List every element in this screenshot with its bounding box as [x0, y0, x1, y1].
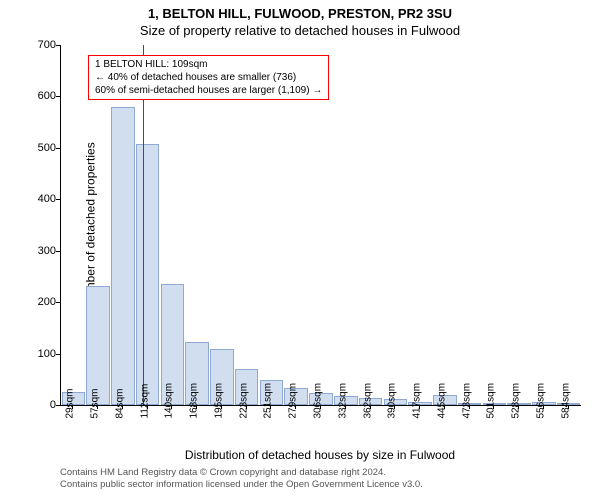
x-tick-mark [221, 405, 222, 409]
y-tick-label: 600 [38, 90, 56, 102]
y-tick-label: 400 [38, 193, 56, 205]
y-tick-mark [56, 251, 60, 252]
histogram-bar [111, 107, 135, 405]
chart-title-line1: 1, BELTON HILL, FULWOOD, PRESTON, PR2 3S… [0, 6, 600, 21]
x-tick-mark [493, 405, 494, 409]
y-tick-mark [56, 148, 60, 149]
x-tick-mark [419, 405, 420, 409]
x-tick-mark [568, 405, 569, 409]
x-tick-mark [196, 405, 197, 409]
x-tick-mark [469, 405, 470, 409]
x-tick-mark [147, 405, 148, 409]
y-tick-label: 100 [38, 348, 56, 360]
x-tick-mark [370, 405, 371, 409]
x-tick-mark [320, 405, 321, 409]
chart-container: 1, BELTON HILL, FULWOOD, PRESTON, PR2 3S… [0, 0, 600, 500]
x-tick-mark [543, 405, 544, 409]
x-tick-mark [171, 405, 172, 409]
y-tick-label: 500 [38, 142, 56, 154]
x-tick-mark [97, 405, 98, 409]
y-tick-mark [56, 405, 60, 406]
y-tick-label: 200 [38, 296, 56, 308]
x-tick-mark [345, 405, 346, 409]
y-tick-mark [56, 302, 60, 303]
chart-title-line2: Size of property relative to detached ho… [0, 23, 600, 38]
annotation-line: 60% of semi-detached houses are larger (… [95, 84, 322, 97]
x-tick-mark [518, 405, 519, 409]
annotation-line: ← 40% of detached houses are smaller (73… [95, 71, 322, 84]
y-tick-label: 300 [38, 245, 56, 257]
x-tick-mark [270, 405, 271, 409]
footer-attribution: Contains HM Land Registry data © Crown c… [60, 467, 580, 491]
y-tick-mark [56, 354, 60, 355]
y-tick-mark [56, 45, 60, 46]
x-tick-mark [295, 405, 296, 409]
y-tick-mark [56, 199, 60, 200]
x-tick-mark [444, 405, 445, 409]
y-tick-label: 700 [38, 39, 56, 51]
footer-line2: Contains public sector information licen… [60, 479, 580, 491]
y-tick-mark [56, 96, 60, 97]
x-tick-mark [72, 405, 73, 409]
x-tick-mark [246, 405, 247, 409]
x-axis-label: Distribution of detached houses by size … [60, 448, 580, 462]
x-tick-mark [122, 405, 123, 409]
histogram-bar [136, 144, 160, 405]
histogram-bar [86, 286, 110, 405]
footer-line1: Contains HM Land Registry data © Crown c… [60, 467, 580, 479]
annotation-box: 1 BELTON HILL: 109sqm← 40% of detached h… [88, 55, 329, 100]
x-tick-mark [394, 405, 395, 409]
annotation-line: 1 BELTON HILL: 109sqm [95, 58, 322, 71]
